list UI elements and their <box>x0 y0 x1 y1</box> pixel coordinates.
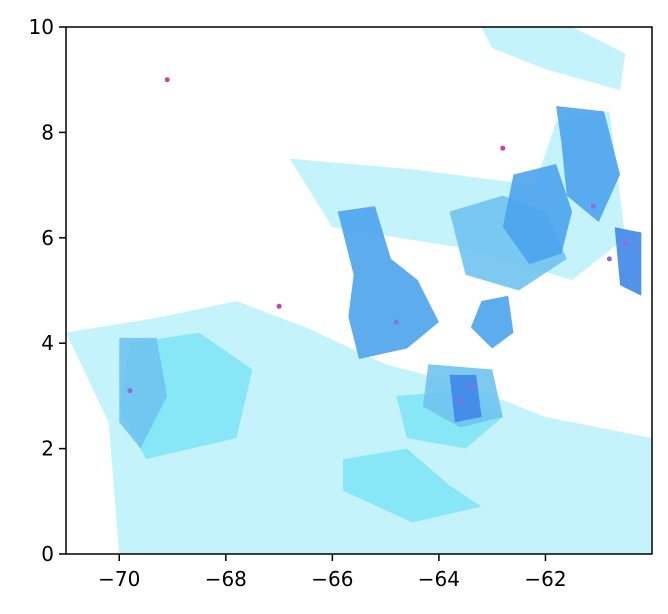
data-region-medium-6 <box>119 337 168 449</box>
y-tick-label: 0 <box>41 542 54 566</box>
x-tick-label: −70 <box>98 567 140 591</box>
data-speckle-9 <box>276 303 282 309</box>
y-tick-label: 6 <box>41 226 54 250</box>
x-tick-label: −64 <box>418 567 460 591</box>
data-speckle-7 <box>500 145 506 151</box>
data-speckle-4 <box>457 398 463 404</box>
data-region-cyan-4 <box>343 448 482 523</box>
data-region-strong-9 <box>337 206 439 360</box>
data-speckle-8 <box>164 77 170 83</box>
data-speckle-2 <box>590 203 596 209</box>
x-tick-label: −66 <box>311 567 353 591</box>
plot-frame <box>65 26 653 555</box>
data-speckle-1 <box>622 240 628 246</box>
y-tick-label: 2 <box>41 437 54 461</box>
data-region-deep-14 <box>449 374 482 423</box>
x-tick-label: −68 <box>205 567 247 591</box>
data-region-layer <box>66 27 652 554</box>
x-tick-label: −62 <box>524 567 566 591</box>
y-tick-label: 10 <box>29 15 54 39</box>
data-speckle-0 <box>606 256 612 262</box>
data-region-deep-13 <box>614 227 642 296</box>
y-tick-label: 8 <box>41 120 54 144</box>
data-region-light-2 <box>481 27 626 91</box>
data-region-strong-11 <box>556 106 621 222</box>
y-tick-label: 4 <box>41 331 54 355</box>
data-speckle-5 <box>468 382 474 388</box>
y-axis: 0 2 4 6 8 10 <box>29 15 66 566</box>
data-region-strong-10 <box>502 164 573 265</box>
data-speckle-6 <box>127 388 133 394</box>
data-speckle-3 <box>393 319 399 325</box>
data-region-strong-12 <box>470 295 514 349</box>
x-axis: −70 −68 −66 −64 −62 <box>98 554 567 591</box>
data-speckle-layer <box>127 77 628 404</box>
